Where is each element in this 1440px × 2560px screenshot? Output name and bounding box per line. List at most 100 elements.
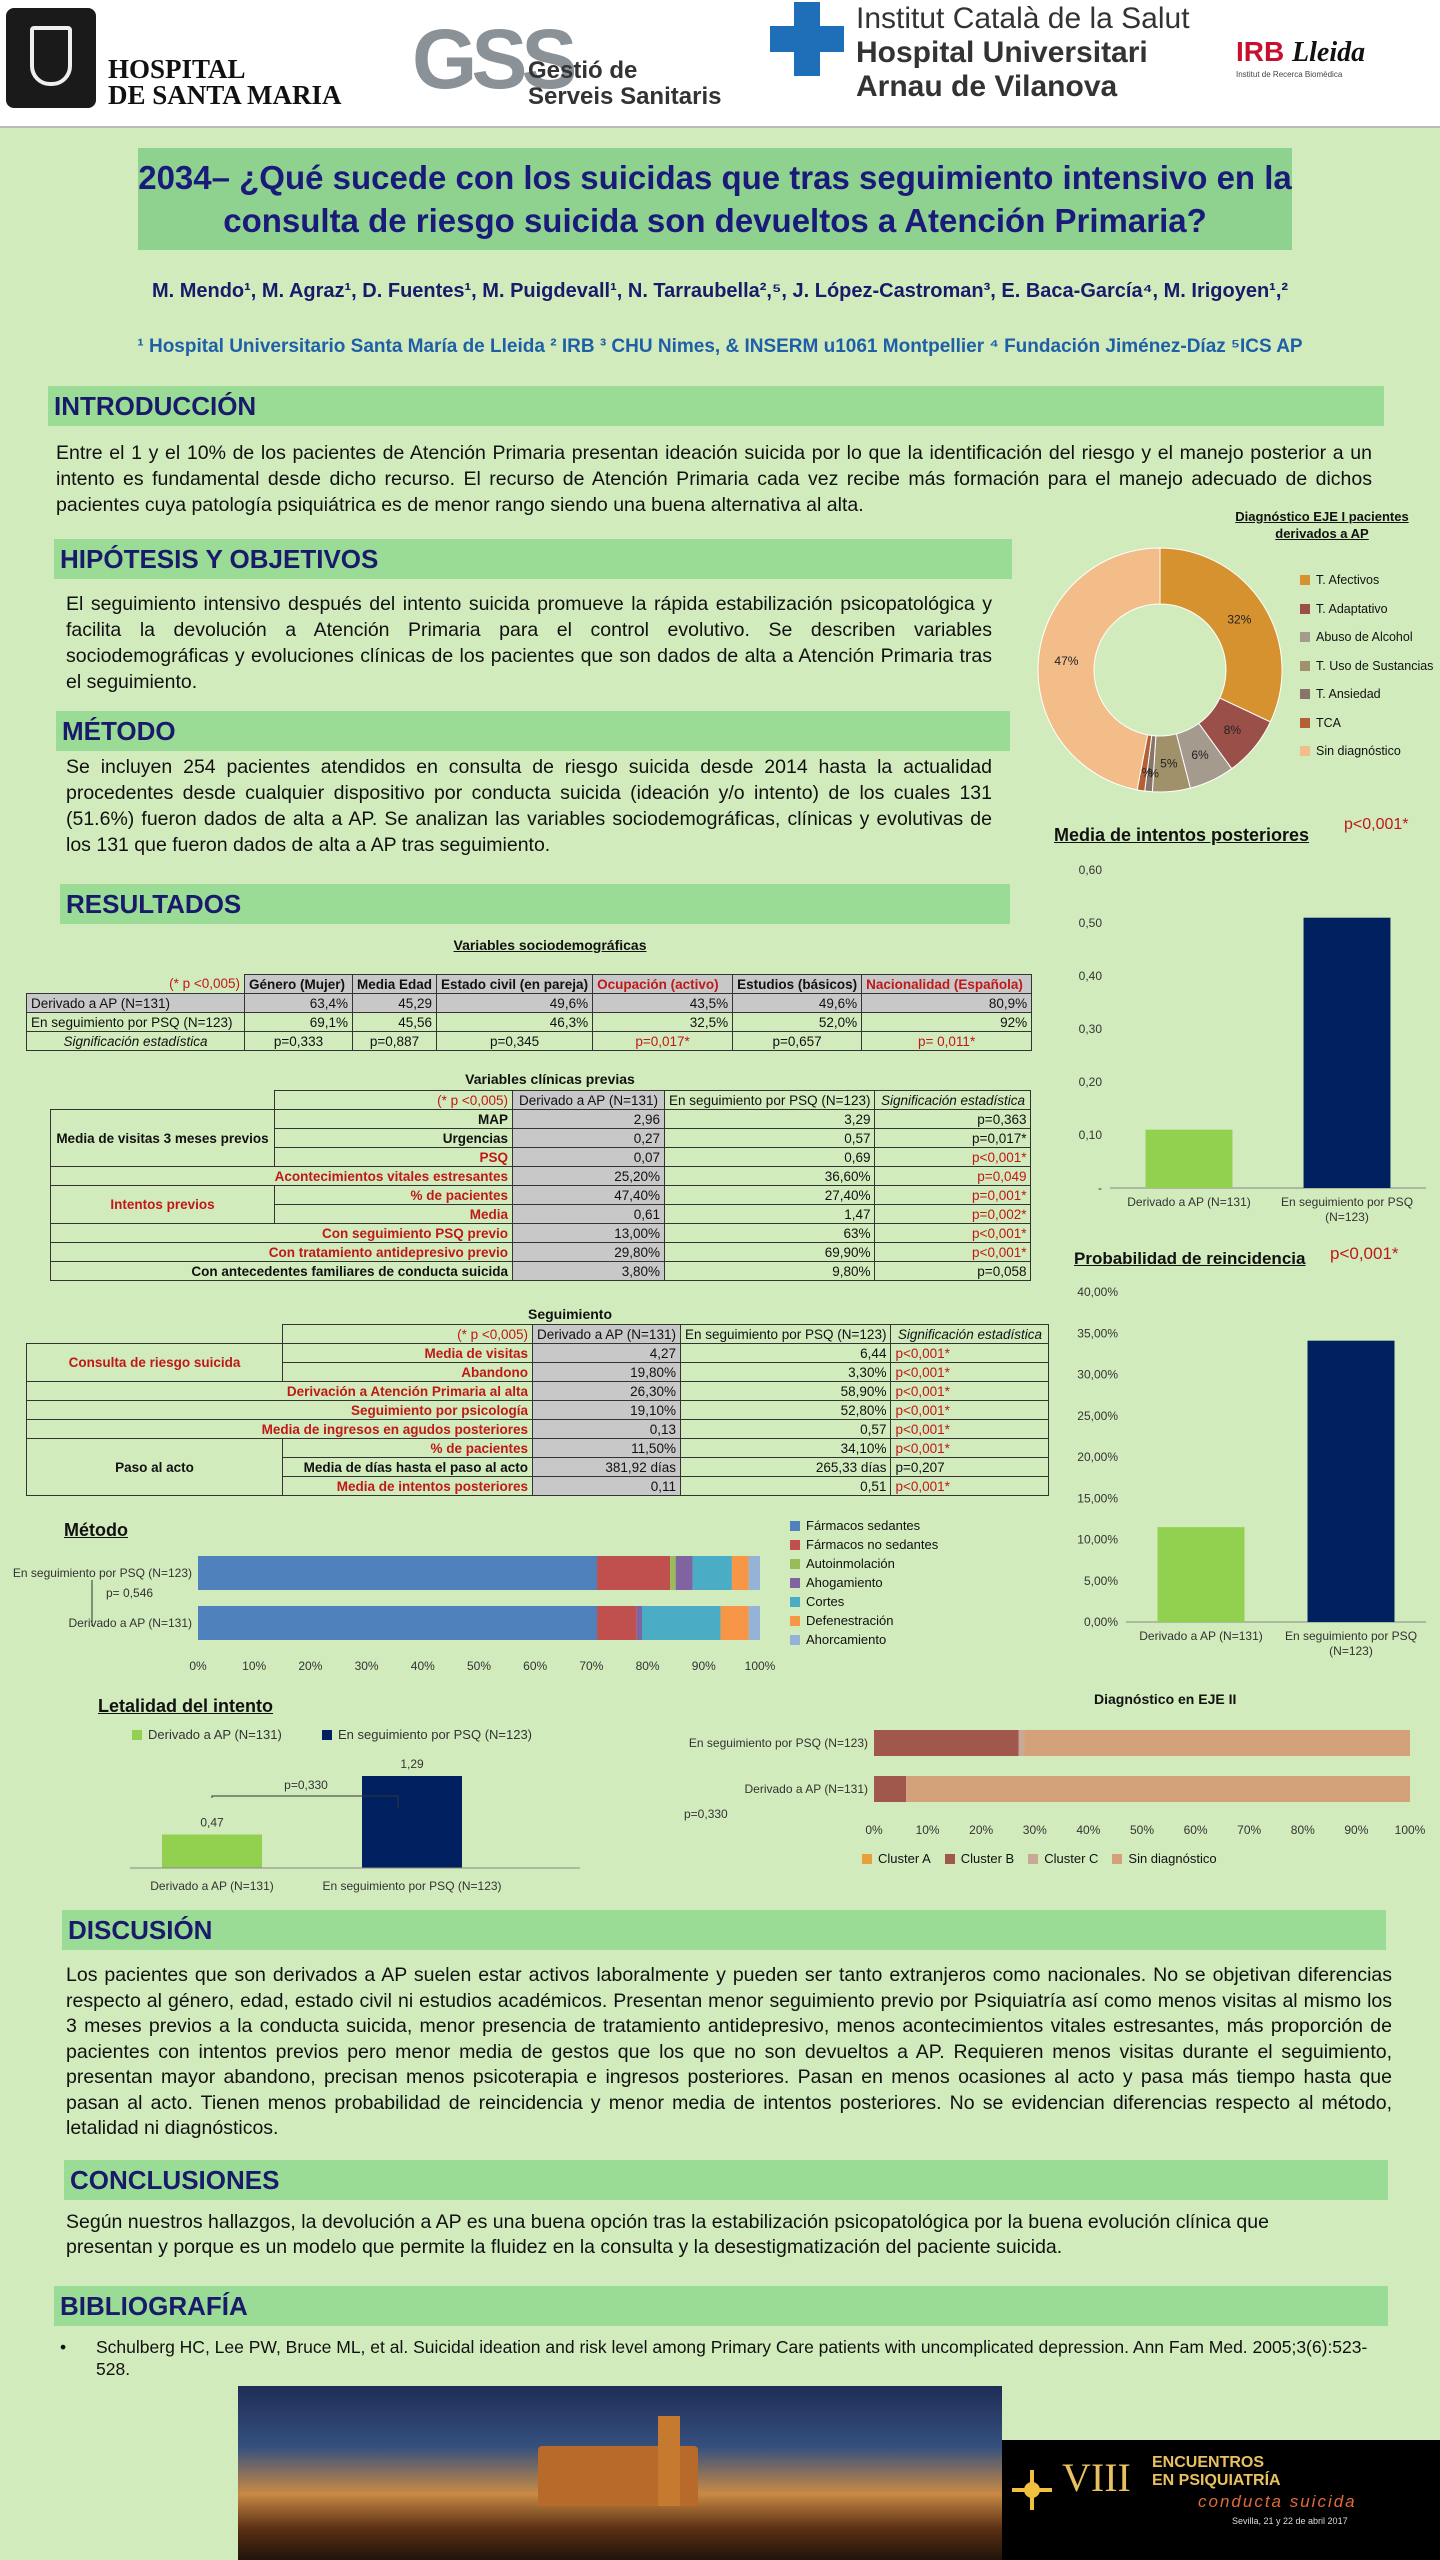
table-cell: 34,10% (679, 1438, 892, 1458)
irb-lleida-logo: IRB Lleida Institut de Recerca Biomèdica (1232, 0, 1440, 124)
tower-shape-icon (658, 2416, 680, 2506)
section-title: BIBLIOGRAFÍA (60, 2290, 248, 2321)
x-tick-label: En seguimiento por PSQ (N=123) (322, 1879, 501, 1893)
row-label: Significación estadística (26, 1031, 245, 1051)
x-tick-label: 90% (692, 1659, 716, 1673)
stacked-bar-segment (1024, 1730, 1410, 1756)
legend-label: Cortes (806, 1594, 845, 1609)
x-tick-label: 10% (916, 1823, 940, 1837)
table-row: Abandono 19,80% 3,30% p<0,001* (27, 1362, 1050, 1382)
section-title: RESULTADOS (66, 888, 242, 919)
legend-swatch (1300, 603, 1310, 614)
authors: M. Mendo¹, M. Agraz¹, D. Fuentes¹, M. Pu… (151, 280, 1289, 302)
table-cell: 25,20% (512, 1166, 665, 1186)
legend-swatch (322, 1730, 332, 1740)
bar-chart-intentos: - 0,10 0,20 0,30 0,40 0,50 0,60 Derivado a AP (… (1079, 863, 1426, 1224)
x-tick-label: 90% (1344, 1823, 1368, 1837)
table-cell: 265,33 días (679, 1457, 892, 1477)
table-cell: 63,4% (244, 993, 353, 1013)
row-label: Media de ingresos en agudos posteriores (26, 1419, 533, 1439)
bar2-title: Probabilidad de reincidencia (1074, 1249, 1306, 1268)
stacked-bar-segment (597, 1556, 671, 1590)
legend-label: Sin diagnóstico (1128, 1851, 1217, 1866)
y-tick-label: 0,40 (1079, 969, 1103, 983)
y-tick-label: 30,00% (1077, 1368, 1118, 1382)
poster-title: 2034– ¿Qué sucede con los suicidas que t… (138, 148, 1292, 250)
metodo-legend-item: Fármacos sedantes (790, 1516, 990, 1535)
seg-table-title: Seguimiento (527, 1306, 612, 1322)
section-title: MÉTODO (62, 715, 176, 746)
metodo-legend: Fármacos sedantes Fármacos no sedantes Aut… (790, 1516, 990, 1649)
table-cell: 381,92 días (532, 1457, 681, 1477)
table-cell: 27,40% (663, 1185, 876, 1205)
x-tick-label: 100% (1395, 1823, 1426, 1837)
table-cell: 11,50% (532, 1438, 681, 1458)
x-tick-label: 40% (411, 1659, 435, 1673)
logo-irb-sub: Institut de Recerca Biomèdica (1236, 70, 1343, 79)
table-cell: 13,00% (512, 1223, 665, 1243)
section-resultados-header: RESULTADOS (60, 884, 1010, 924)
y-category-label: En seguimiento por PSQ (N=123) (689, 1736, 868, 1750)
table-cell: 49,6% (436, 993, 594, 1013)
x-tick-label: 80% (636, 1659, 660, 1673)
table-cell: 29,80% (512, 1242, 665, 1262)
bar (1307, 1340, 1395, 1622)
table-cell: p=0,002* (874, 1204, 1032, 1224)
table-cell: 69,1% (244, 1012, 353, 1032)
eje2-title: Diagnóstico en EJE II (1094, 1691, 1237, 1707)
legend-label: Cluster C (1044, 1851, 1099, 1866)
table-cell: p=0,333 (244, 1031, 353, 1051)
legend-swatch (1300, 660, 1310, 671)
table-cell: 0,13 (532, 1419, 681, 1439)
pie-value-label: 8% (1224, 723, 1242, 737)
logo-ics-line1: Institut Català de la Salut (856, 2, 1190, 35)
y-tick-label: - (1098, 1181, 1102, 1195)
x-tick-label: 0% (189, 1659, 207, 1673)
table-cell: p<0,001* (890, 1362, 1050, 1382)
table-cell: 3,80% (512, 1261, 665, 1281)
pie-chart-title: Diagnóstico EJE I pacientes derivados a … (1235, 509, 1409, 541)
pie-legend-item: T. Afectivos (1300, 566, 1440, 595)
logo-gss-line2: Serveis Sanitaris (528, 83, 722, 110)
table-cell: p<0,001* (890, 1419, 1050, 1439)
clin-table-title: Variables clínicas previas (465, 1071, 635, 1087)
row-label: En seguimiento por PSQ (N=123) (26, 1012, 245, 1032)
table-header: Estado civil (en pareja) (436, 974, 594, 994)
table-header: Derivado a AP (N=131) (512, 1090, 665, 1110)
eje2-legend-item: Sin diagnóstico (1112, 1849, 1217, 1868)
table-header: En seguimiento por PSQ (N=123) (663, 1090, 876, 1110)
letalidad-title: Letalidad del intento (98, 1696, 274, 1716)
pie-legend-item: TCA (1300, 709, 1440, 738)
logo-gss-line1: Gestió de (528, 57, 638, 84)
legend-label: En seguimiento por PSQ (N=123) (338, 1727, 532, 1742)
row-label: Derivado a AP (N=131) (26, 993, 245, 1013)
table-row: En seguimiento por PSQ (N=123) 69,1% 45,… (26, 1012, 1033, 1032)
legend-label: Abuso de Alcohol (1316, 630, 1413, 645)
pie-legend-item: Sin diagnóstico (1300, 737, 1440, 766)
event-line3: conducta suicida (1198, 2492, 1357, 2511)
eje2-legend: Cluster A Cluster B Cluster C Sin diagnósti… (862, 1849, 1362, 1868)
title-line1: 2034– ¿Qué sucede con los suicidas que t… (138, 159, 1292, 196)
event-line2: EN PSIQUIATRÍA (1152, 2472, 1281, 2489)
conclusiones-text: Según nuestros hallazgos, la devolución … (66, 2211, 1269, 2258)
legend-label: Autoinmolación (806, 1556, 895, 1571)
stacked-bar-segment (198, 1556, 598, 1590)
metodo-legend-item: Fármacos no sedantes (790, 1535, 990, 1554)
legend-label: Fármacos no sedantes (806, 1537, 939, 1552)
stacked-bar-segment (597, 1606, 637, 1640)
table-header: En seguimiento por PSQ (N=123) (679, 1324, 892, 1344)
section-discusion-header: DISCUSIÓN (62, 1910, 1386, 1950)
bar (162, 1834, 262, 1868)
row-label: Media de visitas (282, 1343, 533, 1363)
table-row: Con antecedentes familiares de conducta … (50, 1261, 1032, 1281)
row-label: Media de intentos posteriores (282, 1476, 533, 1496)
y-tick-label: 15,00% (1077, 1491, 1118, 1505)
table-header: Significación estadística (890, 1324, 1050, 1344)
legend-label: T. Afectivos (1316, 573, 1380, 588)
ics-logo: Institut Català de la Salut Hospital Uni… (768, 0, 1220, 124)
table-row: Media de ingresos en agudos posteriores 0… (26, 1419, 1050, 1439)
stacked-bar-segment (692, 1556, 732, 1590)
legend-swatch (1112, 1853, 1123, 1864)
x-tick-label: (N=123) (1325, 1210, 1369, 1224)
metodo-chart-title: Método (64, 1520, 128, 1540)
